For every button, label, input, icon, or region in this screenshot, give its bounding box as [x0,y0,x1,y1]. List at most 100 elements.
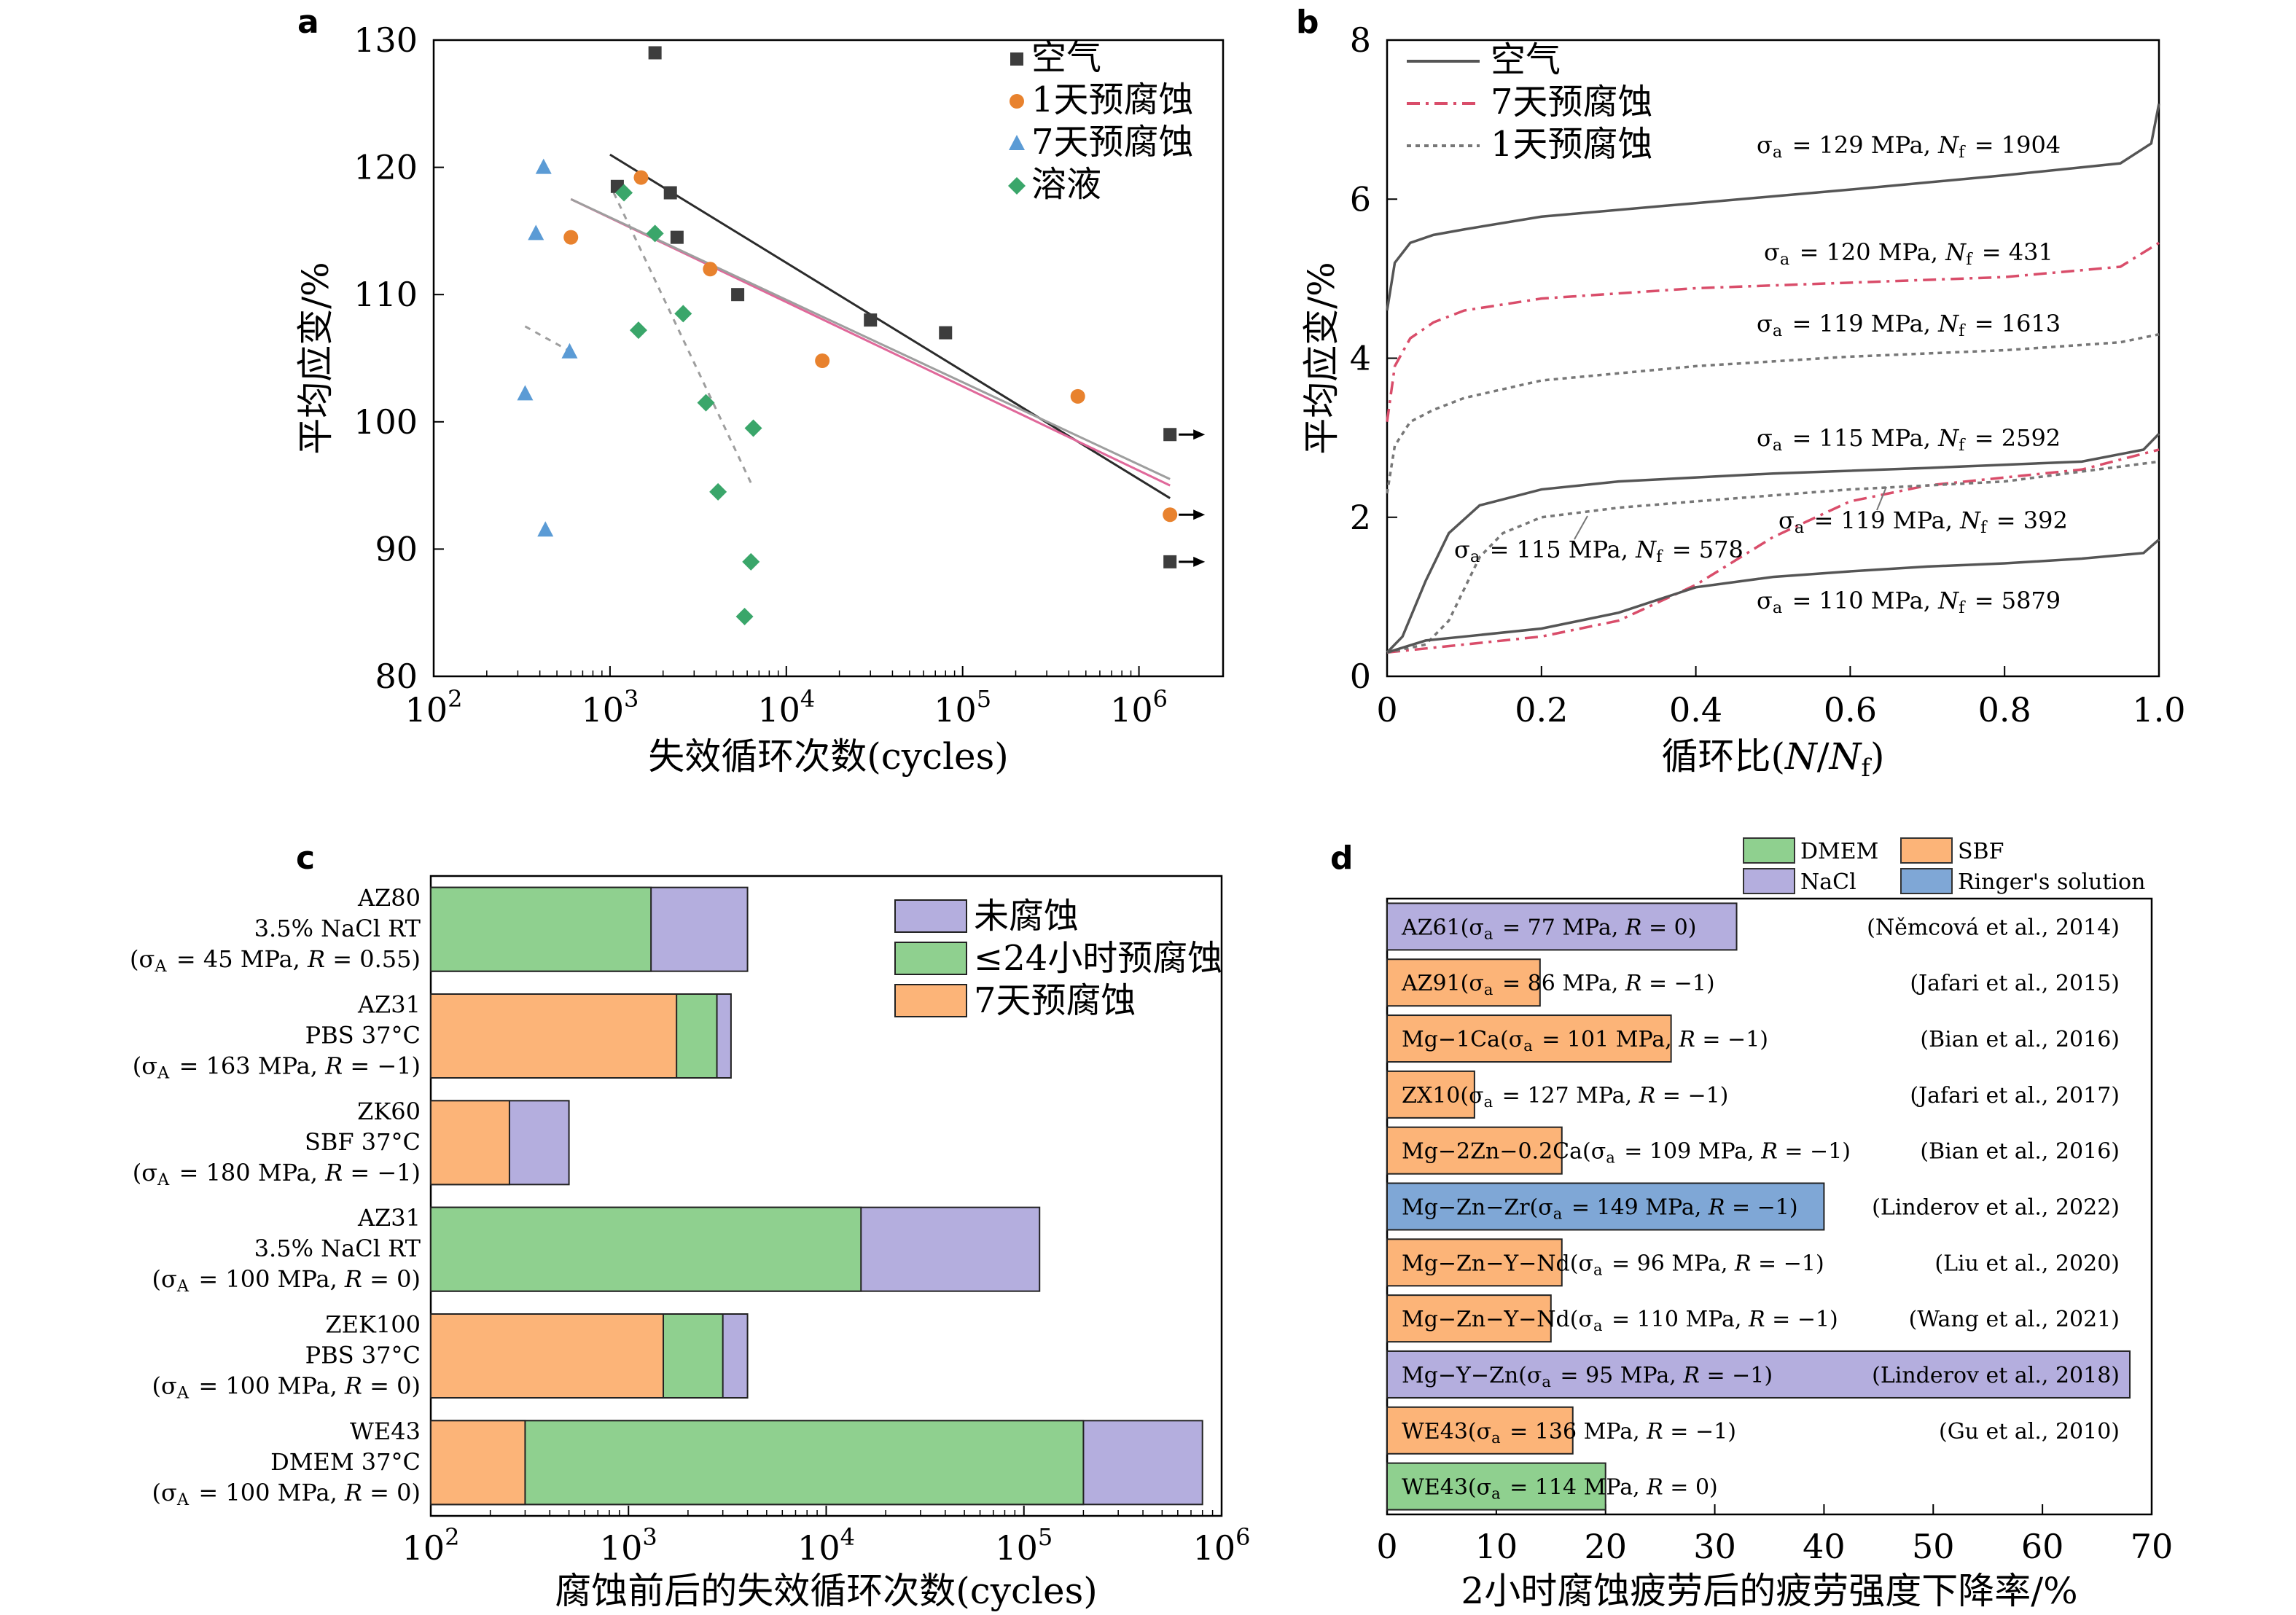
reference-label: (Němcová et al., 2014) [1867,915,2120,940]
bar [1386,1462,1606,1511]
data-point [697,394,715,412]
series-line [1386,333,2160,494]
legend-label: 空气 [1491,39,1561,80]
y-tick-label: 90 [375,529,418,568]
category-label: PBS 37°C [305,1342,421,1369]
data-point [670,230,684,244]
bar-label: WE43(σa = 136 MPa, R = −1) [1402,1419,1736,1447]
reference-label: (Jafari et al., 2015) [1910,971,2120,996]
x-tick-label: 70 [2131,1527,2174,1566]
y-axis-label: 平均应变/% [1300,262,1343,454]
curve-annotation: σa = 115 MPa, Nf = 2592 [1757,424,2061,455]
reference-label: (Bian et al., 2016) [1920,1027,2120,1052]
category-label: ZEK100 [325,1311,421,1339]
bar-label: ZX10(σa = 127 MPa, R = −1) [1402,1083,1728,1111]
category-label: WE43 [350,1417,421,1445]
legend-label: 7天预腐蚀 [1031,122,1194,163]
x-tick-label: 10 [1475,1527,1518,1566]
legend-label: 未腐蚀 [974,896,1079,936]
category-label: 3.5% NaCl RT [254,1235,421,1262]
x-tick-label: 103 [581,685,639,730]
data-point [744,419,762,437]
x-tick-label: 102 [405,685,463,730]
reference-label: (Bian et al., 2016) [1920,1139,2120,1165]
legend-label: 7天预腐蚀 [974,980,1136,1021]
category-label: DMEM 37°C [270,1448,421,1476]
category-label: (σA = 45 MPa, R = 0.55) [130,945,421,976]
x-tick-label: 0.2 [1515,690,1568,730]
curve-annotation: σa = 129 MPa, Nf = 1904 [1757,131,2061,162]
bar [1386,1070,1475,1119]
x-axis-label: 腐蚀前后的失效循环次数(cycles) [555,1570,1098,1612]
curve-annotation: σa = 119 MPa, Nf = 392 [1778,507,2068,537]
data-point [633,170,649,185]
x-axis-label: 循环比(N/Nf) [1662,735,1885,783]
category-label: (σA = 180 MPa, R = −1) [133,1159,421,1189]
bar-label: Mg−Zn−Zr(σa = 149 MPa, R = −1) [1402,1195,1798,1223]
plot-frame [1386,39,2160,678]
x-tick-label: 40 [1803,1527,1846,1566]
bar-segment [430,1420,1085,1506]
bar-label: WE43(σa = 114 MPa, R = 0) [1402,1475,1718,1503]
x-tick-label: 0 [1376,690,1397,730]
x-tick-label: 104 [757,685,815,730]
legend-label: Ringer's solution [1958,869,2145,895]
data-point [709,482,727,501]
bar-label: Mg−Y−Zn(σa = 95 MPa, R = −1) [1402,1363,1773,1391]
series-line [1386,538,2160,654]
legend-label: 1天预腐蚀 [1031,79,1194,120]
category-label: SBF 37°C [305,1128,421,1156]
data-point [615,184,633,202]
legend-swatch [1743,868,1795,894]
x-tick-label: 105 [995,1523,1053,1568]
y-tick-label: 2 [1350,498,1371,537]
legend-marker [1010,94,1024,109]
bar [1386,958,1541,1007]
x-tick-label: 50 [1912,1527,1955,1566]
legend-swatch [1900,868,1953,894]
legend-marker [1009,135,1025,150]
category-label: AZ31 [357,1204,421,1232]
plot-frame [432,39,1225,678]
data-point [864,313,878,327]
fit-line [524,325,571,353]
x-tick-label: 1.0 [2132,690,2185,730]
annotation-leader [1574,515,1588,540]
panel-a: a 102 103 104 105 106 80 90 100 110 120 130 空气1天预腐蚀7… [294,4,1225,778]
y-tick-label: 110 [354,275,418,314]
curve-annotation: σa = 119 MPa, Nf = 1613 [1757,310,2061,340]
panel-letter-a: a [297,4,319,41]
series-line [1386,103,2160,311]
legend-label: NaCl [1800,869,1856,895]
fit-line [609,153,1171,499]
bar [1386,1294,1552,1343]
data-point [563,230,579,245]
legend-label: 1天预腐蚀 [1491,124,1653,165]
curve-annotation: σa = 115 MPa, Nf = 578 [1454,536,1744,566]
y-tick-label: 0 [1350,657,1371,696]
category-label: (σA = 100 MPa, R = 0) [152,1372,421,1403]
y-tick-label: 120 [354,148,418,187]
data-point [646,224,664,243]
x-tick-label: 106 [1193,1523,1251,1568]
bar-segment [430,1420,526,1506]
x-tick-label: 0.8 [1978,690,2031,730]
curve-annotation: σa = 110 MPa, Nf = 5879 [1757,587,2061,617]
bar-segment [430,993,678,1079]
data-point [663,186,677,200]
data-point [517,385,534,401]
curve-annotation: σa = 120 MPa, Nf = 431 [1764,238,2053,269]
reference-label: (Gu et al., 2010) [1939,1419,2120,1444]
legend-label: ≤24小时预腐蚀 [974,938,1222,979]
bar [1386,1406,1574,1455]
bar-label: AZ91(σa = 86 MPa, R = −1) [1401,971,1715,998]
reference-label: (Wang et al., 2021) [1909,1307,2120,1332]
category-label: (σA = 163 MPa, R = −1) [133,1052,421,1083]
x-tick-label: 60 [2021,1527,2064,1566]
x-axis-label: 2小时腐蚀疲劳后的疲劳强度下降率/% [1461,1570,2077,1612]
runout-arrow-head [1193,429,1206,440]
bar-label: AZ61(σa = 77 MPa, R = 0) [1401,915,1696,942]
category-label: ZK60 [357,1098,421,1125]
